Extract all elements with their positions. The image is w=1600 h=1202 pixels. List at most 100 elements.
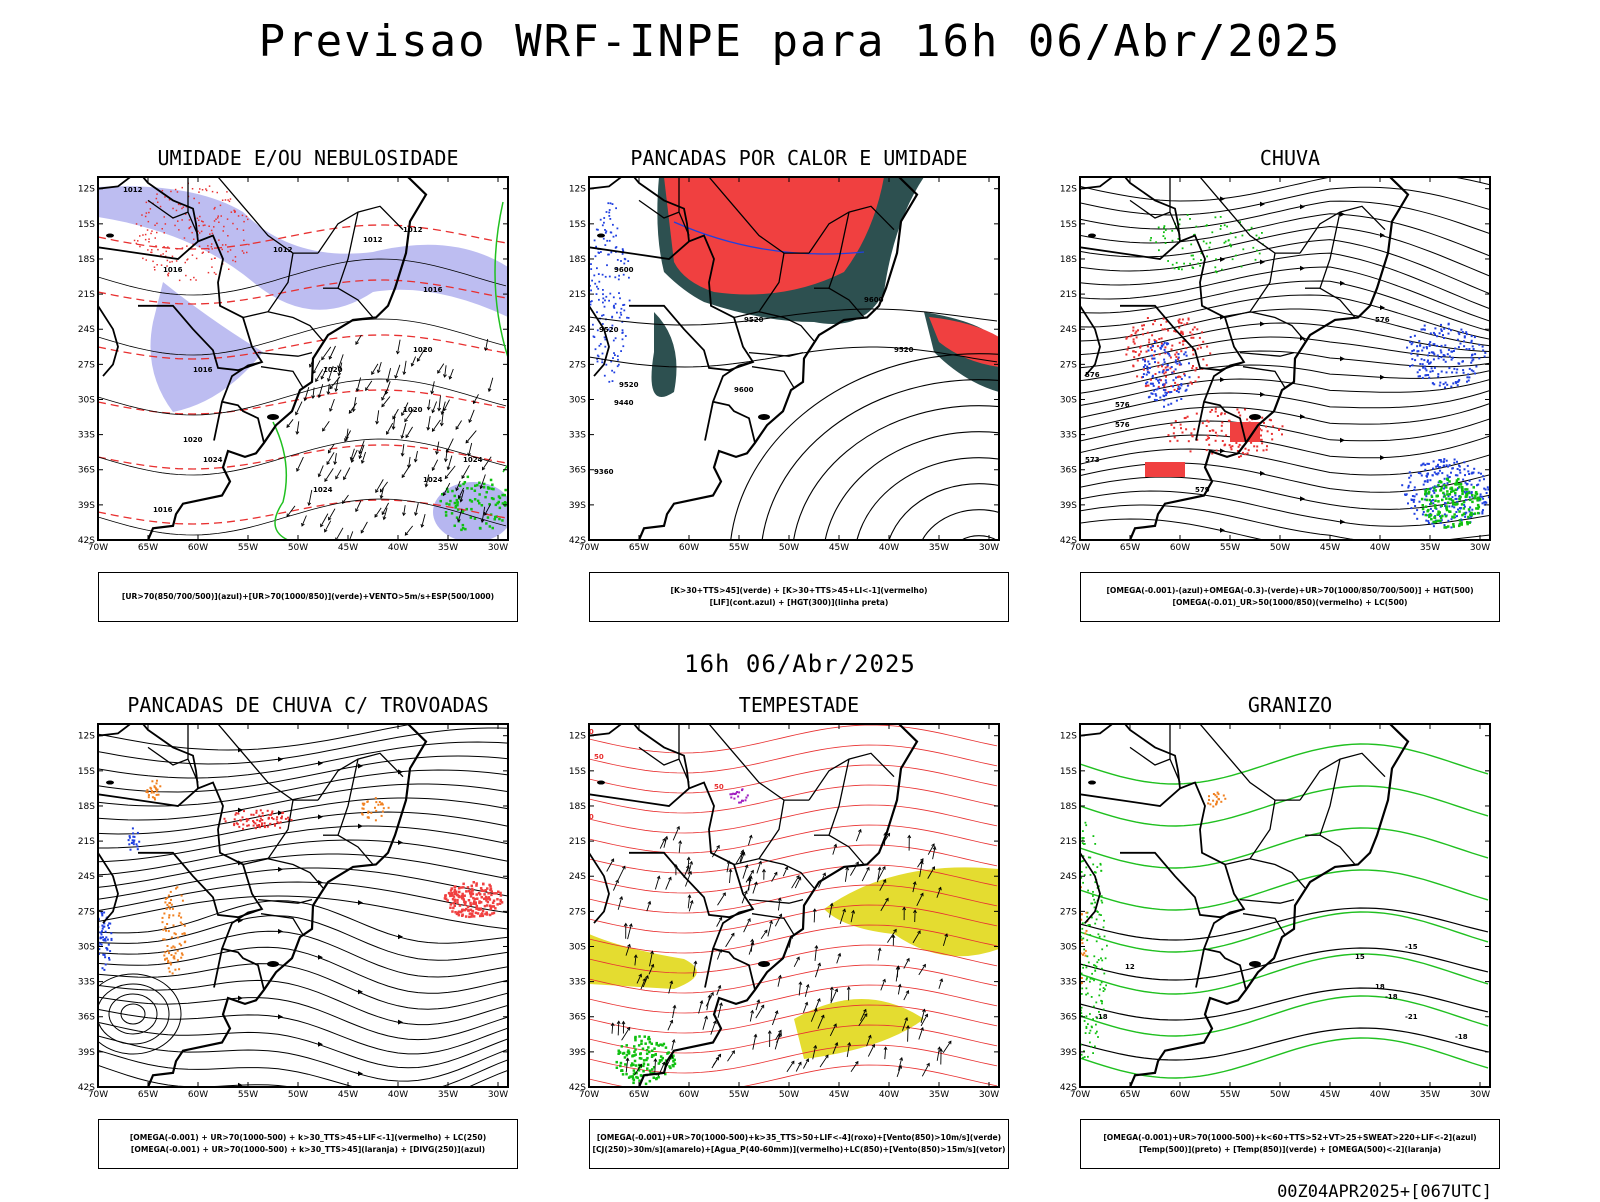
storm-orange-speck [377,804,379,806]
wind850-green-speck [642,1070,645,1073]
wind-vector [850,862,858,876]
lif-speck [629,300,631,302]
storm-orange-speck [176,886,178,888]
omega-blue-speck [1470,362,1472,364]
legend-box: [OMEGA(-0.001)+UR>70(1000-500)+k<60+TTS>… [1080,1119,1500,1169]
omega-green-speck [1433,487,1436,490]
wind850-green-speck [634,1036,637,1039]
storm-orange-speck [366,801,368,803]
wind850-green-speck [651,1050,654,1053]
omega-red-speck [1169,440,1171,442]
omega-green-speck [1475,492,1478,495]
omega-blue-speck [1443,359,1445,361]
humidity-low-speck [445,514,448,517]
green-speck [1101,902,1103,904]
thickness-speck [243,252,245,254]
legend-line-1: [UR>70(850/700/500)](azul)+[UR>70(1000/8… [122,591,494,603]
omega-red-speck [1157,362,1159,364]
wind850-green-speck [646,1049,649,1052]
omega-blue-speck [1154,341,1156,343]
green-speck [1065,892,1067,894]
omega-blue-speck [1189,376,1191,378]
storm-orange-speck [375,801,377,803]
lat-tick-label: 36S [1060,466,1077,476]
wind850-green-speck [659,1043,662,1046]
thickness-speck [199,246,201,248]
omega-red-speck [1159,353,1161,355]
storm-red-speck [490,906,493,909]
omega-red-speck [1261,429,1263,431]
wind850-green-speck [642,1048,645,1051]
omega-red-speck [1190,381,1192,383]
omega-orange-speck [1085,912,1087,914]
omega-blue-speck [1463,461,1465,463]
storm-red-speck [482,883,485,886]
omega-green-speck [1439,520,1442,523]
contour-label: 576 [1375,316,1390,324]
omega-green-speck [1214,266,1216,268]
humidity-low-speck [481,504,484,507]
lon-tick-label: 55W [238,543,258,553]
stream-arrow [1340,438,1345,443]
omega-green-speck [1469,499,1472,502]
storm-orange-speck [170,899,172,901]
omega-blue-speck [1423,347,1425,349]
omega-blue-speck [1423,484,1425,486]
country-border [705,909,753,988]
green-speck [1103,990,1105,992]
storm-red-speck [492,902,495,905]
omega-blue-speck [1456,474,1458,476]
thickness-speck [218,215,220,217]
thickness-speck [202,252,204,254]
omega-red-speck [1266,445,1268,447]
green-speck [1105,985,1107,987]
map-tempestade: 5050505012S15S18S21S24S27S30S33S36S39S42… [564,719,1034,1119]
omega-red-speck [1239,415,1241,417]
wind850-green-speck [638,1035,641,1038]
storm-red-speck [243,810,245,812]
omega-green-speck [1211,231,1213,233]
humidity-low-speck [440,500,443,503]
omega-red-speck [1193,428,1195,430]
thickness-speck [151,252,153,254]
omega-blue-speck [1478,357,1480,359]
omega-orange-speck [1085,950,1087,952]
omega-green-speck [1176,262,1178,264]
omega-blue-speck [1456,372,1458,374]
omega-red-speck [1137,360,1139,362]
omega-green-speck [1461,514,1464,517]
streamline-circle [85,974,181,1054]
omega-green-speck [1192,255,1194,257]
lagoa-dos-patos [1249,414,1261,420]
thickness-speck [202,221,204,223]
humidity-low-speck [484,496,487,499]
omega-blue-speck [1416,345,1418,347]
divg-blue-speck [109,923,111,925]
wind-arrow [372,364,378,374]
omega-blue-speck [1180,398,1182,400]
thickness-speck [228,269,230,271]
lon-tick-label: 35W [1420,543,1440,553]
omega-blue-speck [1416,518,1418,520]
wind-arrow [330,377,340,389]
lon-tick-label: 35W [438,1090,458,1100]
lat-tick-label: 18S [569,802,586,812]
omega-green-speck [1251,227,1253,229]
wind850-green-speck [621,1045,624,1048]
lat-tick-label: 18S [78,802,95,812]
lon-tick-label: 60W [679,543,699,553]
lif-speck [613,236,615,238]
omega-blue-speck [1453,350,1455,352]
humidity-low-speck [485,522,488,525]
omega-orange-speck [1208,799,1210,801]
thickness-speck [155,237,157,239]
stream-arrow [358,900,363,905]
omega-blue-speck [1464,335,1466,337]
storm-red-speck [484,897,487,900]
divg-blue-speck [138,841,140,843]
omega-green-speck [1252,247,1254,249]
thickness-speck [202,189,204,191]
omega-green-speck [1426,510,1429,513]
omega-green-speck [1455,483,1458,486]
